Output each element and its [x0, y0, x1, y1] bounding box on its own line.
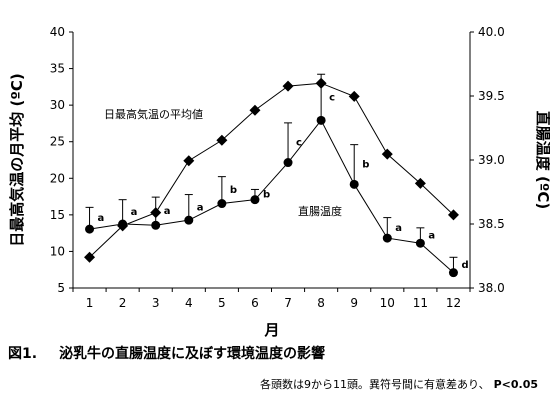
x-tick-label: 10 [380, 296, 395, 310]
rectal-temp-line [89, 119, 454, 274]
significance-letter: a [197, 202, 204, 213]
x-tick-label: 3 [152, 296, 160, 310]
x-tick-label: 12 [446, 296, 461, 310]
series-label-rectal-temp: 直腸温度 [298, 204, 342, 218]
significance-letter: b [362, 159, 369, 170]
rectal-temp-point [217, 199, 227, 209]
left-tick-label: 20 [50, 171, 65, 185]
right-axis-ticks: 38.0 38.5 39.0 39.5 40.0 [470, 25, 505, 295]
right-tick-label: 39.0 [478, 153, 505, 167]
significance-letter: a [164, 206, 171, 217]
max-temp-point [348, 90, 360, 102]
x-tick-label: 2 [119, 296, 127, 310]
significance-letter: a [98, 213, 105, 224]
x-tick-label: 11 [413, 296, 428, 310]
x-axis-ticks: 1 2 3 4 5 6 7 8 9 10 11 12 [72, 288, 471, 310]
left-tick-label: 15 [50, 208, 65, 222]
series-label-max-temp: 日最高気温の平均値 [104, 107, 203, 121]
x-tick-label: 7 [284, 296, 292, 310]
figure-number: 図1. [8, 346, 38, 362]
max-temp-point [282, 80, 294, 92]
left-tick-label: 40 [50, 25, 65, 39]
x-tick-label: 6 [251, 296, 259, 310]
rectal-temp-point [250, 195, 260, 205]
max-temp-point [216, 134, 228, 146]
max-temp-point [381, 148, 393, 160]
left-tick-label: 10 [50, 244, 65, 258]
max-temp-point [150, 207, 162, 219]
right-tick-label: 38.0 [478, 281, 505, 295]
left-tick-label: 5 [57, 281, 65, 295]
figure-title: 泌乳牛の直腸温度に及ぼす環境温度の影響 [59, 346, 326, 362]
right-tick-label: 40.0 [478, 25, 505, 39]
rectal-temp-point [349, 179, 359, 189]
series-lines [89, 82, 454, 274]
significance-letter: a [395, 223, 402, 234]
error-bars [85, 73, 458, 273]
left-axis-title: 日最高気温の月平均 (ºC) [8, 73, 26, 246]
significance-letter: a [428, 231, 435, 242]
rectal-temp-point [382, 233, 392, 243]
significance-letter: b [230, 185, 237, 196]
x-tick-label: 8 [317, 296, 325, 310]
rectal-temp-point [85, 224, 95, 234]
figure-caption: 図1. 泌乳牛の直腸温度に及ぼす環境温度の影響 [8, 343, 548, 363]
rectal-temp-point [118, 219, 128, 229]
max-temp-point [84, 251, 96, 263]
left-tick-label: 30 [50, 98, 65, 112]
series-markers [84, 77, 459, 278]
left-axis-ticks: 5 10 15 20 25 30 35 40 [50, 25, 73, 295]
max-temp-line [89, 82, 454, 258]
significance-letter: c [329, 92, 335, 103]
max-temp-point [183, 155, 195, 167]
chart-frame [72, 32, 471, 289]
significance-letter: c [296, 138, 302, 149]
max-temp-point [414, 177, 426, 189]
left-tick-label: 25 [50, 135, 65, 149]
footnote-pvalue: P<0.05 [493, 378, 538, 391]
right-tick-label: 38.5 [478, 217, 505, 231]
x-tick-label: 4 [185, 296, 193, 310]
rectal-temp-point [448, 268, 458, 278]
rectal-temp-point [415, 238, 425, 248]
footnote: 各頭数は9から11頭。異符号間に有意差あり、 P<0.05 [260, 376, 538, 392]
right-tick-label: 39.5 [478, 89, 505, 103]
x-tick-label: 9 [350, 296, 358, 310]
significance-letter: a [131, 207, 138, 218]
x-tick-label: 1 [86, 296, 94, 310]
footnote-text: 各頭数は9から11頭。異符号間に有意差あり、 [260, 378, 490, 391]
max-temp-point [249, 104, 261, 116]
rectal-temp-point [316, 115, 326, 125]
left-tick-label: 35 [50, 62, 65, 76]
significance-letters: a a a a b b c c b a a d [98, 92, 469, 271]
x-axis-title: 月 [263, 321, 279, 339]
max-temp-point [447, 209, 459, 221]
rectal-temp-point [151, 220, 161, 230]
significance-letter: d [461, 260, 468, 271]
right-axis-title: 直腸温度 (ºC) [534, 111, 550, 209]
max-temp-point [315, 77, 327, 89]
significance-letter: b [263, 190, 270, 201]
x-tick-label: 5 [218, 296, 226, 310]
rectal-temp-point [184, 215, 194, 225]
rectal-temp-point [283, 158, 293, 168]
